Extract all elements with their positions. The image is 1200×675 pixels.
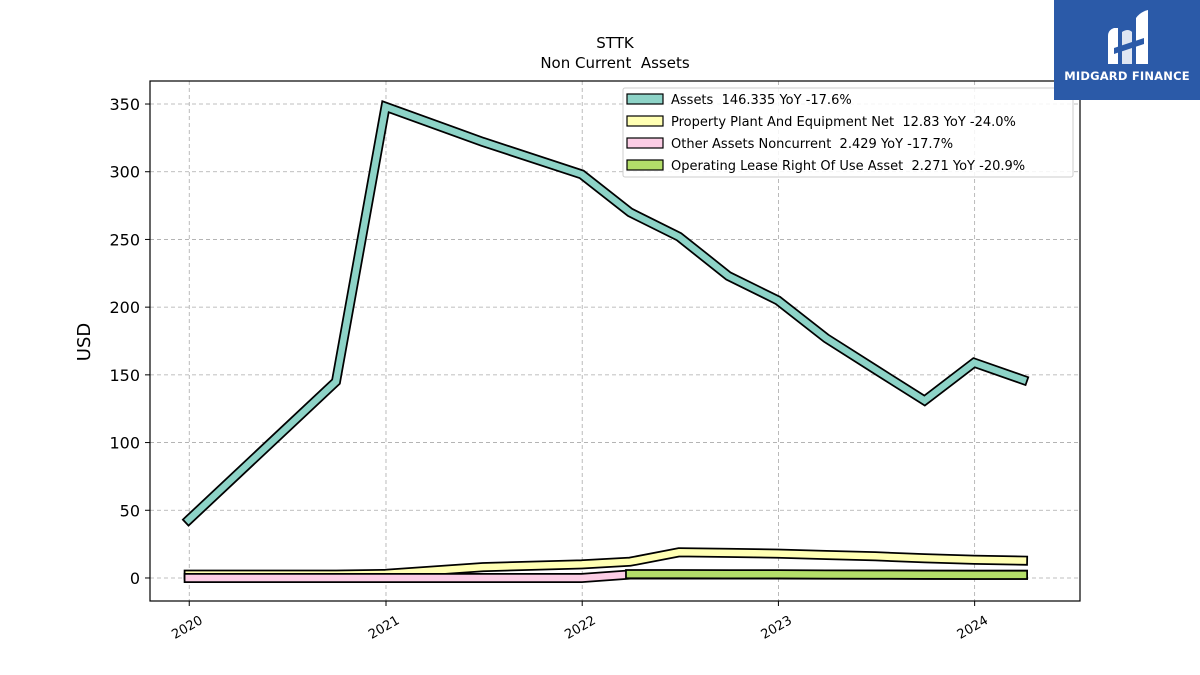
x-tick-label: 2021 [366,613,402,643]
y-tick-label: 50 [120,501,140,520]
x-tick-label: 2020 [169,613,205,643]
plot-area [181,99,1030,583]
y-tick-label: 0 [130,569,140,588]
grid [150,81,1080,601]
midgard-logo-icon [1108,10,1148,64]
y-tick-label: 150 [109,366,140,385]
y-tick-label: 250 [109,230,140,249]
x-tick-label: 2022 [562,613,598,643]
x-tick-label: 2023 [759,613,795,643]
chart-title: STTK [596,34,635,52]
legend: Assets 146.335 YoY -17.6% Property Plant … [622,87,1074,178]
plot-frame [149,80,1081,602]
legend-entry: Operating Lease Right Of Use Asset 2.271… [671,159,1025,174]
legend-swatch [626,93,664,105]
x-axis: 2020 2021 2022 2023 2024 [169,601,991,643]
series-line [185,549,1027,578]
y-axis: 0 50 100 150 200 250 300 350 [109,95,150,588]
y-axis-label: USD [74,323,95,361]
y-tick-label: 200 [109,298,140,317]
y-tick-label: 100 [109,434,140,453]
legend-swatch [626,115,664,127]
legend-entry: Property Plant And Equipment Net 12.83 Y… [671,115,1016,130]
y-tick-label: 300 [109,163,140,182]
legend-swatch [626,159,664,171]
x-tick-label: 2024 [955,613,991,643]
legend-entry: Assets 146.335 YoY -17.6% [671,93,852,108]
legend-swatch [626,137,664,149]
series-line [626,570,1027,579]
chart-subtitle: Non Current Assets [540,54,690,72]
legend-entry: Other Assets Noncurrent 2.429 YoY -17.7% [671,137,953,152]
legend-box [622,87,1074,178]
y-tick-label: 350 [109,95,140,114]
series-line [184,102,1028,525]
brand-logo: MIDGARD FINANCE [1054,0,1200,100]
brand-name: MIDGARD FINANCE [1064,69,1190,83]
